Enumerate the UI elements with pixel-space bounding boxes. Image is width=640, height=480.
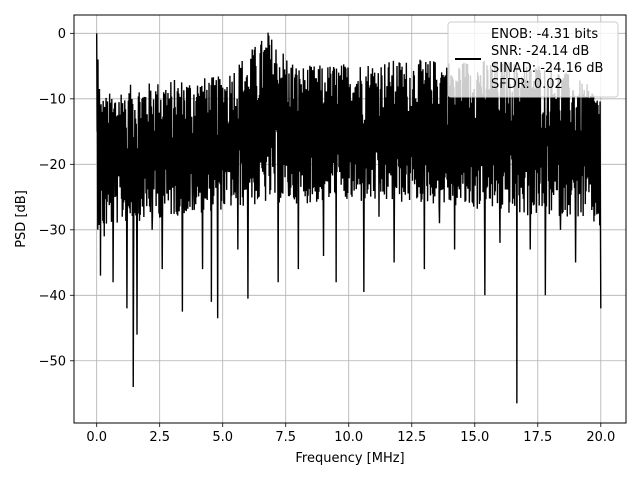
y-tick-label: −20 [39, 158, 66, 173]
x-tick-label: 0.0 [86, 430, 107, 445]
x-axis-ticks: 0.0 2.5 5.0 7.5 10.0 12.5 15.0 17.5 20.0 [86, 423, 615, 445]
y-axis-ticks: 0 −10 −20 −30 −40 −50 [39, 27, 74, 369]
y-tick-label: −30 [39, 223, 66, 238]
x-tick-label: 17.5 [523, 430, 552, 445]
legend: ENOB: -4.31 bits SNR: -24.14 dB SINAD: -… [447, 21, 619, 98]
plot-frame [73, 14, 627, 424]
y-tick-label: −10 [39, 92, 66, 107]
psd-series [95, 32, 602, 404]
legend-entry-snr: SNR: -24.14 dB [491, 44, 589, 59]
x-tick-label: 7.5 [275, 430, 296, 445]
y-tick-label: −40 [39, 289, 66, 304]
x-tick-label: 5.0 [212, 430, 233, 445]
x-axis-label: Frequency [MHz] [295, 451, 404, 466]
x-tick-label: 2.5 [149, 430, 170, 445]
x-tick-label: 15.0 [460, 430, 489, 445]
x-tick-label: 12.5 [397, 430, 426, 445]
y-tick-label: −50 [39, 354, 66, 369]
x-tick-label: 20.0 [586, 430, 615, 445]
y-axis-label: PSD [dB] [14, 190, 29, 248]
psd-line [95, 32, 602, 404]
legend-entry-sinad: SINAD: -24.16 dB [491, 61, 603, 76]
x-tick-label: 10.0 [334, 430, 363, 445]
legend-entry-enob: ENOB: -4.31 bits [491, 27, 598, 42]
y-tick-label: 0 [58, 27, 66, 42]
legend-box [447, 21, 619, 98]
legend-entry-sfdr: SFDR: 0.02 [491, 77, 563, 92]
